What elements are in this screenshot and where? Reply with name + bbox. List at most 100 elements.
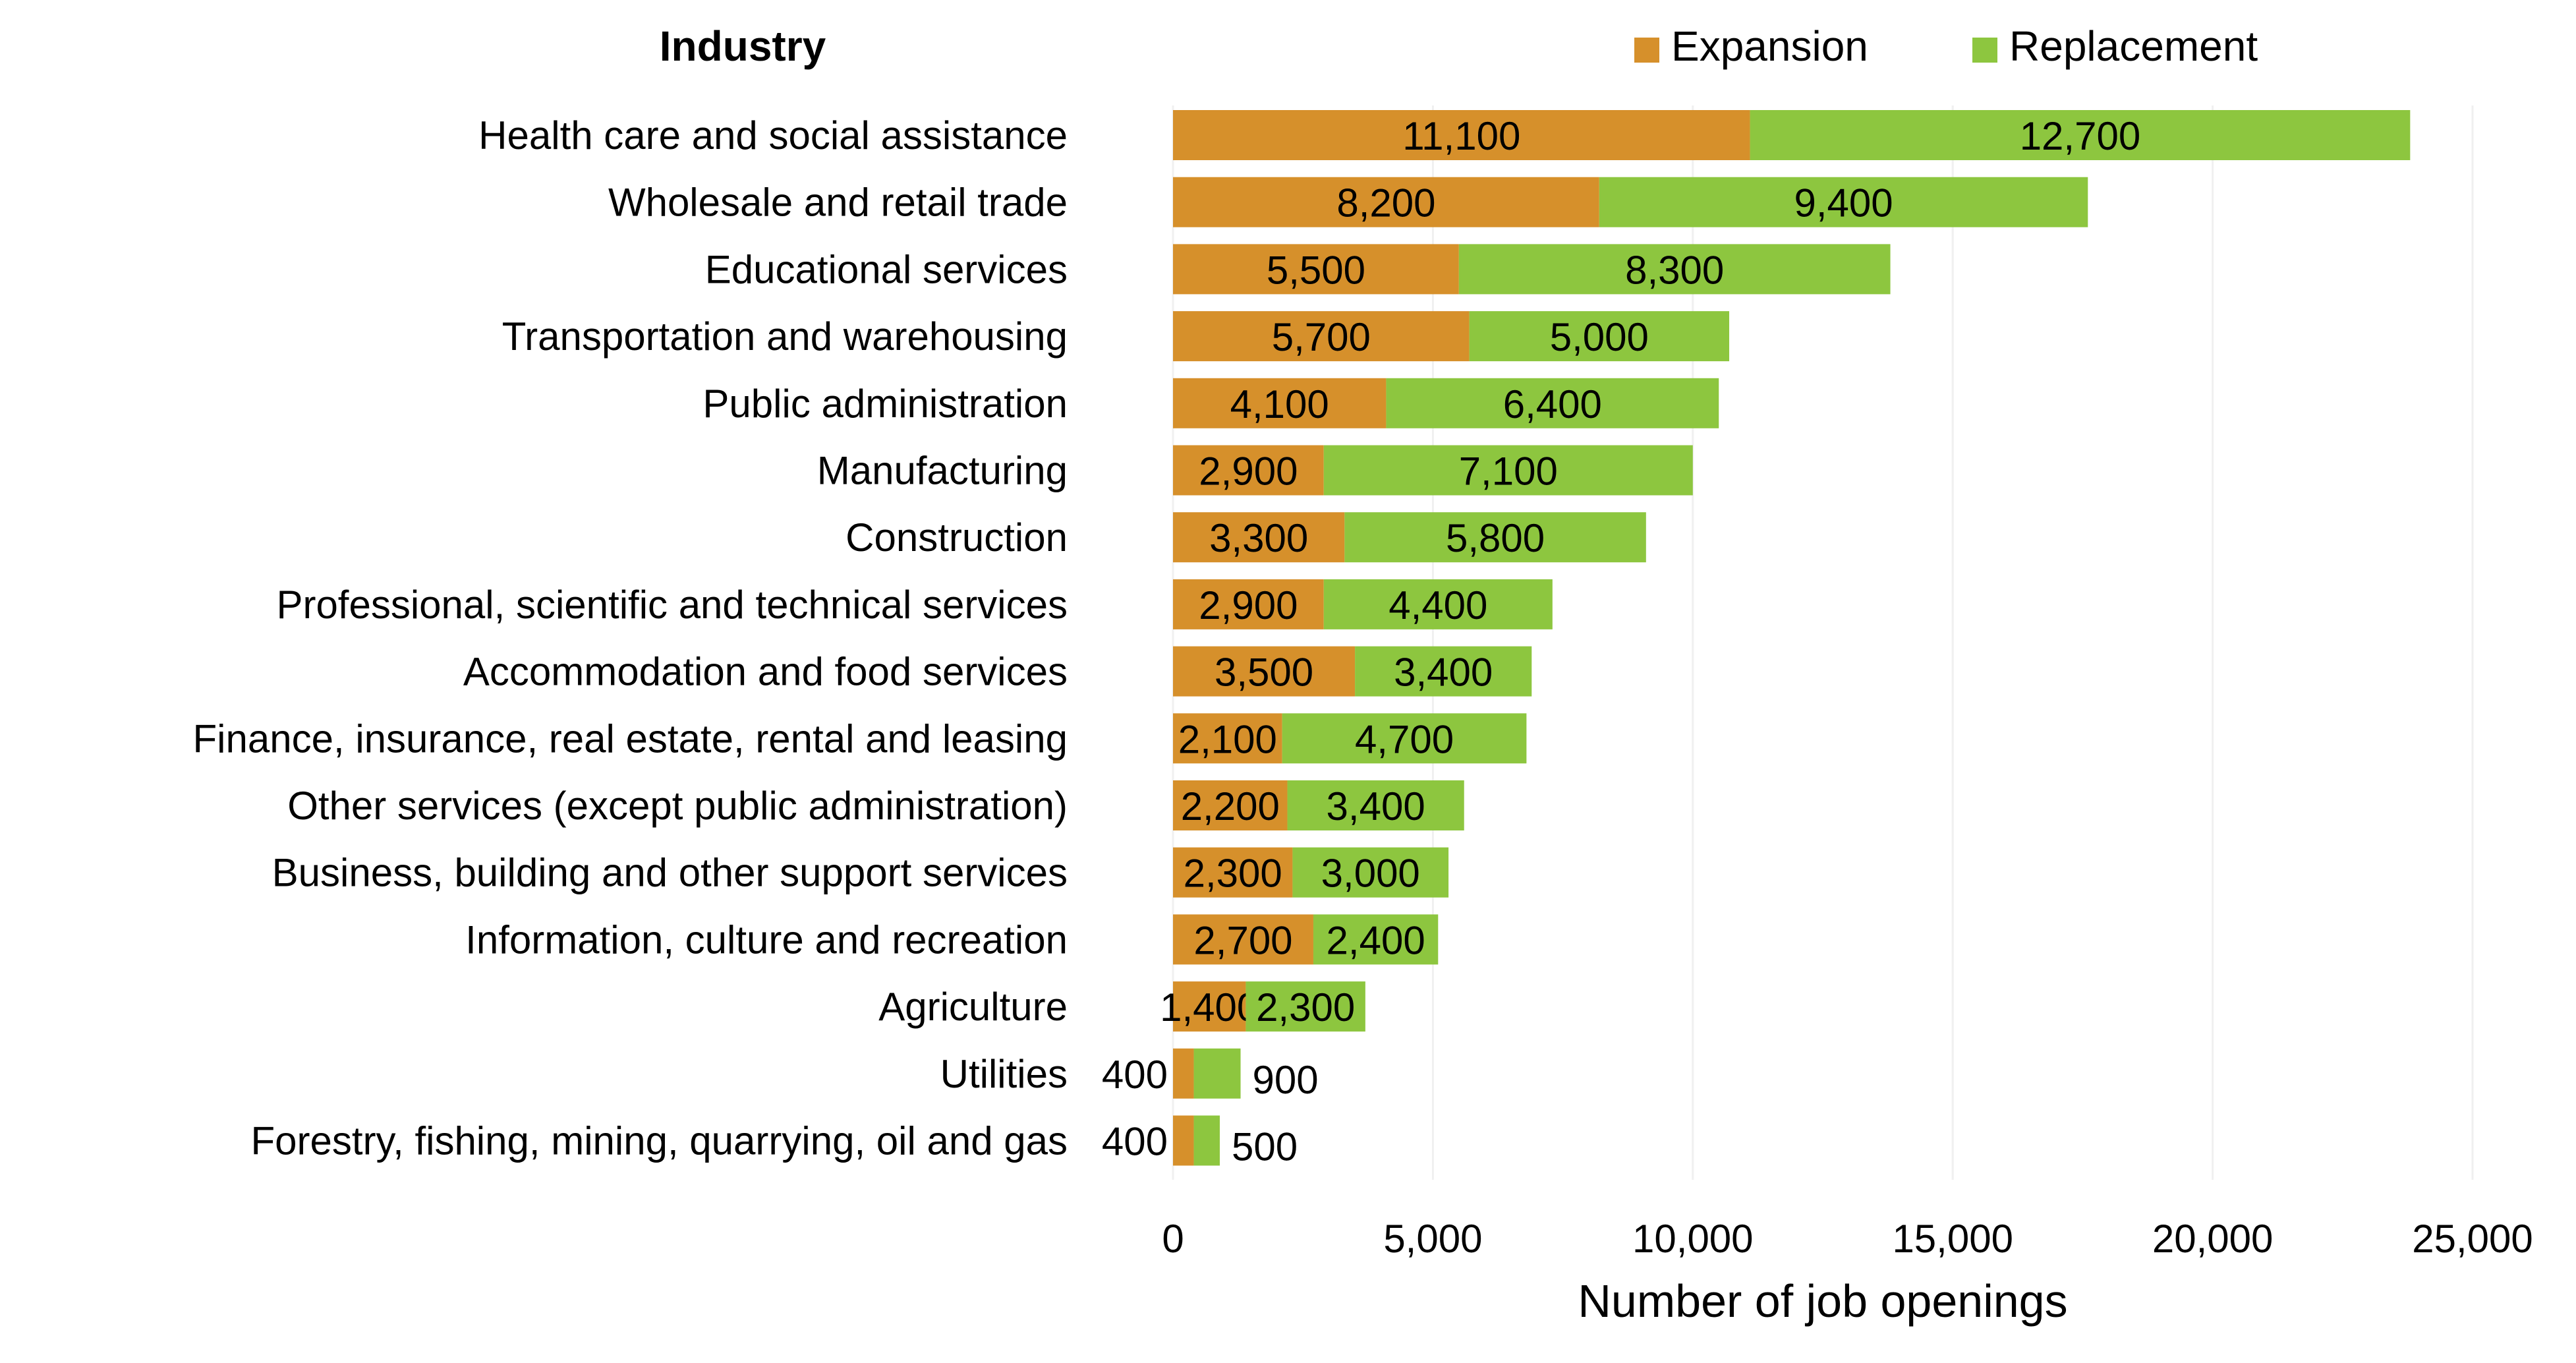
bar-expansion [1173, 177, 1599, 227]
bar-replacement [1282, 713, 1527, 764]
bar-group: 5,500 8,300 [1173, 244, 1891, 295]
bar-group: 3,500 3,400 [1173, 646, 1532, 697]
bar-expansion [1173, 378, 1387, 428]
bar-expansion [1173, 981, 1246, 1032]
data-label: 2,200 [1181, 784, 1280, 828]
bar-expansion [1173, 244, 1459, 295]
data-label: 3,400 [1394, 651, 1493, 695]
bar-replacement [1287, 780, 1464, 830]
category-label: Other services (except public administra… [287, 784, 1068, 828]
data-label: 5,800 [1446, 516, 1545, 560]
bar-expansion [1173, 914, 1313, 965]
bar-replacement [1292, 847, 1449, 898]
bar-replacement [1599, 177, 2088, 227]
data-label: 6,400 [1503, 382, 1602, 426]
x-axis-ticks: 0 5,000 10,000 15,000 20,000 25,000 [1162, 1217, 2533, 1261]
bar-expansion [1173, 512, 1345, 563]
category-label: Finance, insurance, real estate, rental … [193, 716, 1068, 761]
bar-group: 4,100 6,400 [1173, 378, 1719, 428]
bar-group: 5,700 5,000 [1173, 311, 1730, 362]
data-label: 8,200 [1336, 181, 1435, 225]
data-label: 4,700 [1355, 717, 1454, 761]
category-label: Professional, scientific and technical s… [276, 583, 1068, 627]
bar-replacement [1313, 914, 1439, 965]
data-label: 500 [1232, 1125, 1298, 1169]
bar-group: 2,900 7,100 [1173, 445, 1693, 496]
legend-swatch-expansion [1634, 38, 1659, 63]
data-label: 9,400 [1794, 181, 1893, 225]
bar-expansion [1173, 579, 1324, 629]
category-label: Agriculture [878, 985, 1068, 1029]
legend-label: Expansion [1671, 22, 1868, 70]
bar-group: 2,300 3,000 [1173, 847, 1449, 898]
bar-replacement [1458, 244, 1891, 295]
data-label: 7,100 [1459, 450, 1558, 494]
category-label: Utilities [940, 1052, 1068, 1096]
bar-group: 2,700 2,400 [1173, 914, 1439, 965]
bar-replacement [1344, 512, 1646, 563]
category-label: Wholesale and retail trade [608, 181, 1068, 225]
data-label: 400 [1102, 1120, 1168, 1164]
x-tick-label: 25,000 [2412, 1217, 2533, 1261]
data-label: 3,000 [1321, 852, 1420, 896]
bar-expansion [1173, 110, 1750, 160]
x-tick-label: 0 [1162, 1217, 1184, 1261]
bar-expansion [1173, 847, 1293, 898]
bar-expansion [1173, 713, 1282, 764]
legend: Expansion Replacement [1634, 22, 2258, 70]
data-label: 3,400 [1327, 784, 1425, 828]
category-label: Transportation and warehousing [502, 314, 1068, 359]
bar-expansion [1173, 311, 1470, 362]
data-label: 3,300 [1209, 516, 1308, 560]
legend-label: Replacement [2009, 22, 2258, 70]
data-label: 11,100 [1402, 114, 1520, 158]
data-label: 4,400 [1388, 583, 1487, 627]
x-tick-label: 5,000 [1383, 1217, 1482, 1261]
category-label: Information, culture and recreation [465, 917, 1068, 962]
bar-replacement [1193, 1115, 1220, 1166]
category-label: Forestry, fishing, mining, quarrying, oi… [251, 1119, 1068, 1163]
data-label: 400 [1102, 1053, 1168, 1097]
x-tick-label: 10,000 [1632, 1217, 1754, 1261]
data-label: 5,000 [1550, 315, 1649, 359]
data-label: 2,700 [1193, 918, 1292, 962]
bar-expansion [1173, 445, 1324, 496]
data-label: 5,500 [1267, 248, 1365, 292]
bar-replacement [1323, 579, 1553, 629]
category-label: Educational services [705, 247, 1068, 291]
bar-replacement [1323, 445, 1693, 496]
bar-replacement [1750, 110, 2411, 160]
category-label: Accommodation and food services [463, 650, 1068, 694]
data-label: 12,700 [2020, 114, 2141, 158]
bar-replacement [1355, 646, 1532, 697]
bar-group: 11,100 12,700 [1173, 110, 2411, 160]
bar-group: 400 900 [1102, 1048, 1319, 1102]
bar-replacement [1245, 981, 1365, 1032]
category-labels: Health care and social assistance Wholesa… [193, 113, 1068, 1163]
bar-group: 400 500 [1102, 1115, 1298, 1169]
category-label: Public administration [702, 382, 1068, 426]
data-label: 2,400 [1327, 918, 1425, 962]
data-label: 2,300 [1256, 985, 1355, 1030]
data-label: 2,900 [1199, 583, 1298, 627]
bar-expansion [1173, 1048, 1194, 1099]
legend-swatch-replacement [1972, 38, 1997, 63]
data-label: 5,700 [1272, 315, 1371, 359]
data-label: 3,500 [1215, 651, 1313, 695]
data-label: 1,400 [1160, 985, 1259, 1030]
bar-group: 3,300 5,800 [1173, 512, 1646, 563]
category-label: Manufacturing [817, 449, 1068, 493]
bar-group: 8,200 9,400 [1173, 177, 2088, 227]
bar-expansion [1173, 780, 1288, 830]
data-label: 2,300 [1184, 852, 1282, 896]
bar-expansion [1173, 1115, 1194, 1166]
data-label: 2,100 [1178, 717, 1277, 761]
x-axis-title: Number of job openings [1578, 1275, 2067, 1327]
category-label: Business, building and other support ser… [272, 851, 1068, 895]
bar-replacement [1193, 1048, 1241, 1099]
x-tick-label: 15,000 [1892, 1217, 2013, 1261]
bar-group: 2,100 4,700 [1173, 713, 1527, 764]
bar-replacement [1469, 311, 1730, 362]
